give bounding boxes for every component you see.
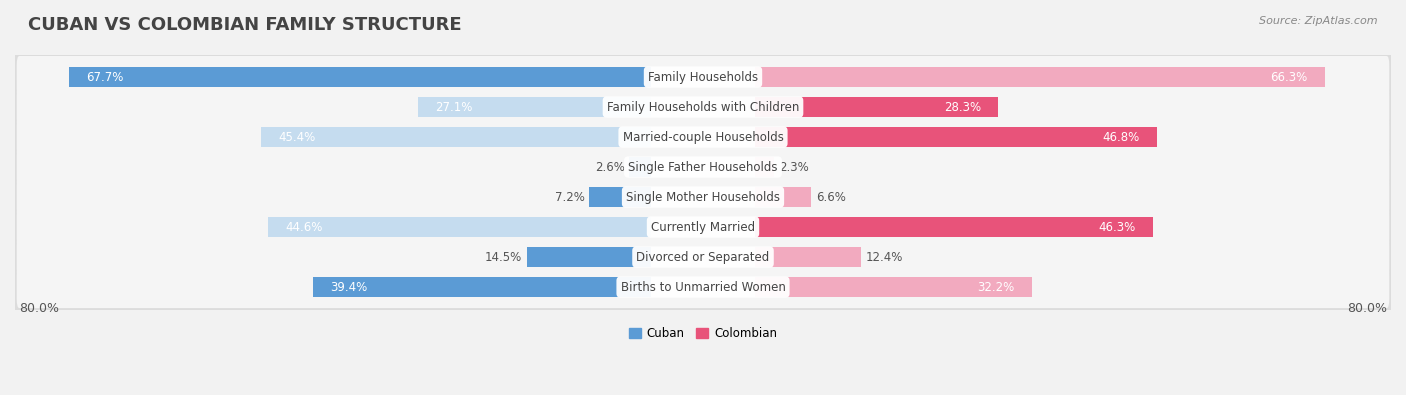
Text: 80.0%: 80.0%: [1347, 302, 1386, 315]
FancyBboxPatch shape: [17, 86, 1389, 128]
Bar: [312, 277, 651, 297]
Text: 6.6%: 6.6%: [815, 190, 845, 203]
Bar: [267, 217, 651, 237]
Bar: [755, 157, 775, 177]
FancyBboxPatch shape: [11, 48, 1395, 106]
Text: 12.4%: 12.4%: [866, 250, 903, 263]
Text: 46.8%: 46.8%: [1102, 130, 1140, 143]
FancyBboxPatch shape: [11, 258, 1395, 316]
FancyBboxPatch shape: [11, 137, 1395, 196]
Bar: [527, 247, 651, 267]
Legend: Cuban, Colombian: Cuban, Colombian: [624, 322, 782, 344]
Text: 39.4%: 39.4%: [330, 280, 367, 293]
FancyBboxPatch shape: [17, 266, 1389, 308]
Text: 46.3%: 46.3%: [1098, 220, 1136, 233]
Text: 14.5%: 14.5%: [485, 250, 523, 263]
Bar: [755, 67, 1324, 87]
Text: 44.6%: 44.6%: [285, 220, 322, 233]
Bar: [755, 187, 811, 207]
Text: Single Father Households: Single Father Households: [628, 160, 778, 173]
Text: 27.1%: 27.1%: [436, 100, 472, 113]
Text: 67.7%: 67.7%: [86, 71, 124, 83]
Text: 66.3%: 66.3%: [1271, 71, 1308, 83]
Text: 2.3%: 2.3%: [779, 160, 808, 173]
Bar: [69, 67, 651, 87]
Text: 2.6%: 2.6%: [595, 160, 624, 173]
FancyBboxPatch shape: [11, 107, 1395, 166]
Bar: [419, 97, 651, 117]
Text: Married-couple Households: Married-couple Households: [623, 130, 783, 143]
Text: Single Mother Households: Single Mother Households: [626, 190, 780, 203]
Bar: [755, 217, 1153, 237]
Text: 7.2%: 7.2%: [555, 190, 585, 203]
FancyBboxPatch shape: [17, 146, 1389, 188]
FancyBboxPatch shape: [11, 167, 1395, 226]
Text: Divorced or Separated: Divorced or Separated: [637, 250, 769, 263]
FancyBboxPatch shape: [11, 77, 1395, 136]
Text: 32.2%: 32.2%: [977, 280, 1014, 293]
Text: Births to Unmarried Women: Births to Unmarried Women: [620, 280, 786, 293]
FancyBboxPatch shape: [17, 206, 1389, 248]
Bar: [755, 97, 998, 117]
FancyBboxPatch shape: [17, 116, 1389, 158]
FancyBboxPatch shape: [17, 236, 1389, 278]
Bar: [755, 127, 1157, 147]
Text: Family Households: Family Households: [648, 71, 758, 83]
FancyBboxPatch shape: [11, 198, 1395, 256]
Text: 28.3%: 28.3%: [943, 100, 981, 113]
Text: 80.0%: 80.0%: [20, 302, 59, 315]
Text: Family Households with Children: Family Households with Children: [607, 100, 799, 113]
FancyBboxPatch shape: [11, 228, 1395, 286]
Bar: [755, 247, 862, 267]
Text: Currently Married: Currently Married: [651, 220, 755, 233]
FancyBboxPatch shape: [17, 56, 1389, 98]
Bar: [262, 127, 651, 147]
Text: Source: ZipAtlas.com: Source: ZipAtlas.com: [1260, 16, 1378, 26]
Bar: [755, 277, 1032, 297]
Bar: [628, 157, 651, 177]
Text: 45.4%: 45.4%: [278, 130, 315, 143]
Bar: [589, 187, 651, 207]
FancyBboxPatch shape: [17, 176, 1389, 218]
Text: CUBAN VS COLOMBIAN FAMILY STRUCTURE: CUBAN VS COLOMBIAN FAMILY STRUCTURE: [28, 16, 461, 34]
